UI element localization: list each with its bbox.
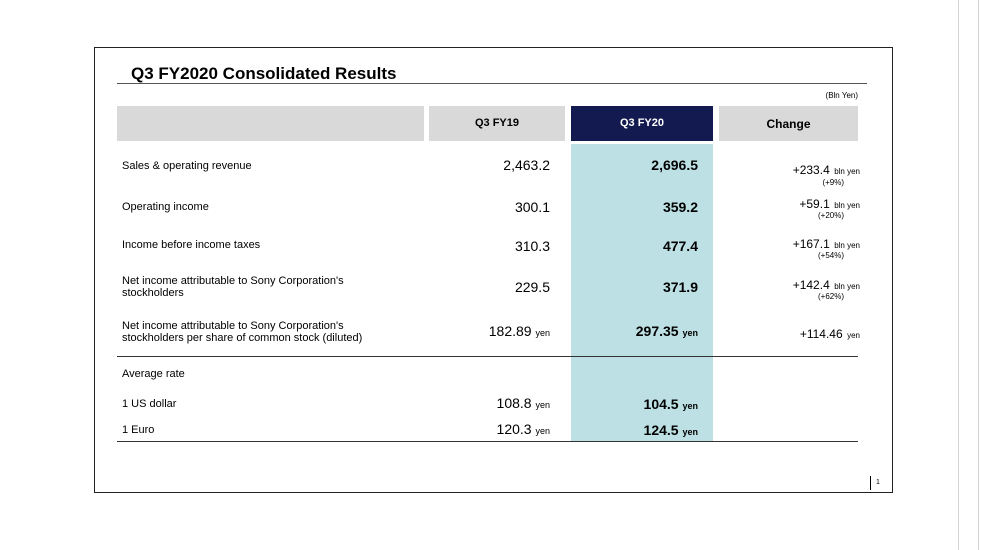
page-number-bar — [870, 476, 871, 490]
section-divider — [117, 356, 858, 357]
row-eps-prev: 182.89 yen — [488, 323, 550, 339]
row-label-eps: Net income attributable to Sony Corporat… — [122, 320, 363, 344]
current-year-highlight — [571, 144, 713, 441]
header-prev-year: Q3 FY19 — [429, 106, 565, 141]
rate-usd-curr: 104.5 yen — [643, 396, 698, 412]
row-sales-change: +233.4 bln yen — [792, 163, 860, 177]
rate-eur-prev: 120.3 yen — [496, 421, 550, 437]
row-net-income-pct: (+62%) — [817, 292, 844, 301]
table-bottom-rule — [117, 441, 858, 442]
rate-usd-prev: 108.8 yen — [496, 395, 550, 411]
row-net-income-curr: 371.9 — [662, 279, 698, 295]
row-label-sales: Sales & operating revenue — [122, 160, 252, 172]
row-eps-curr: 297.35 yen — [635, 323, 698, 339]
row-income-before-taxes-curr: 477.4 — [662, 238, 698, 254]
row-sales-pct: (+9%) — [822, 178, 844, 187]
rates-heading: Average rate — [122, 368, 185, 380]
row-operating-income-change: +59.1 bln yen — [799, 197, 860, 211]
rate-label-usd: 1 US dollar — [122, 398, 177, 410]
rate-eur-curr: 124.5 yen — [643, 422, 698, 438]
row-label-income-before-taxes: Income before income taxes — [122, 239, 261, 251]
slide: Q3 FY2020 Consolidated Results (Bln Yen)… — [94, 47, 893, 493]
title-underline — [117, 83, 867, 84]
row-operating-income-pct: (+20%) — [817, 211, 844, 220]
row-operating-income-curr: 359.2 — [662, 199, 698, 215]
row-income-before-taxes-prev: 310.3 — [514, 238, 550, 254]
row-net-income-change: +142.4 bln yen — [792, 278, 860, 292]
row-income-before-taxes-pct: (+54%) — [817, 251, 844, 260]
header-label-cell — [117, 106, 424, 141]
header-change: Change — [719, 106, 858, 141]
slide-title: Q3 FY2020 Consolidated Results — [131, 64, 397, 83]
row-label-net-income: Net income attributable to Sony Corporat… — [122, 275, 344, 299]
row-sales-curr: 2,696.5 — [651, 157, 698, 173]
row-net-income-prev: 229.5 — [514, 279, 550, 295]
row-label-operating-income: Operating income — [122, 201, 209, 213]
unit-note: (Bln Yen) — [825, 91, 858, 100]
row-income-before-taxes-change: +167.1 bln yen — [792, 237, 860, 251]
page-edge-line — [978, 0, 979, 550]
header-current-year: Q3 FY20 — [571, 106, 713, 141]
row-sales-prev: 2,463.2 — [503, 157, 550, 173]
row-operating-income-prev: 300.1 — [514, 199, 550, 215]
page-number: 1 — [876, 479, 880, 486]
rate-label-eur: 1 Euro — [122, 424, 155, 436]
page-edge-line — [958, 0, 959, 550]
row-eps-change: +114.46 yen — [799, 327, 860, 341]
